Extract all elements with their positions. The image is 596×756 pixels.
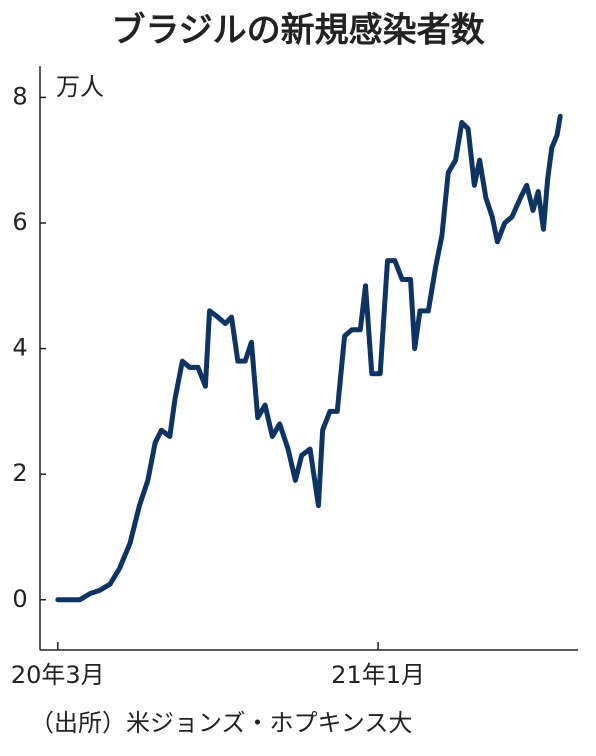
line [55,113,563,603]
x-tick-label: 21年1月 [331,661,425,689]
y-tick-label: 6 [12,208,27,236]
y-tick-label: 8 [12,82,27,110]
y-unit: 万人 [56,73,104,101]
y-tick-label: 2 [12,459,27,487]
y-tick-label: 4 [12,334,27,362]
source: （出所）米ジョンズ・ホプキンス大 [30,709,412,737]
chart-title: ブラジルの新規感染者数 [111,11,484,51]
y-tick-label: 0 [12,585,27,613]
x-tick-label: 20年3月 [11,661,105,689]
